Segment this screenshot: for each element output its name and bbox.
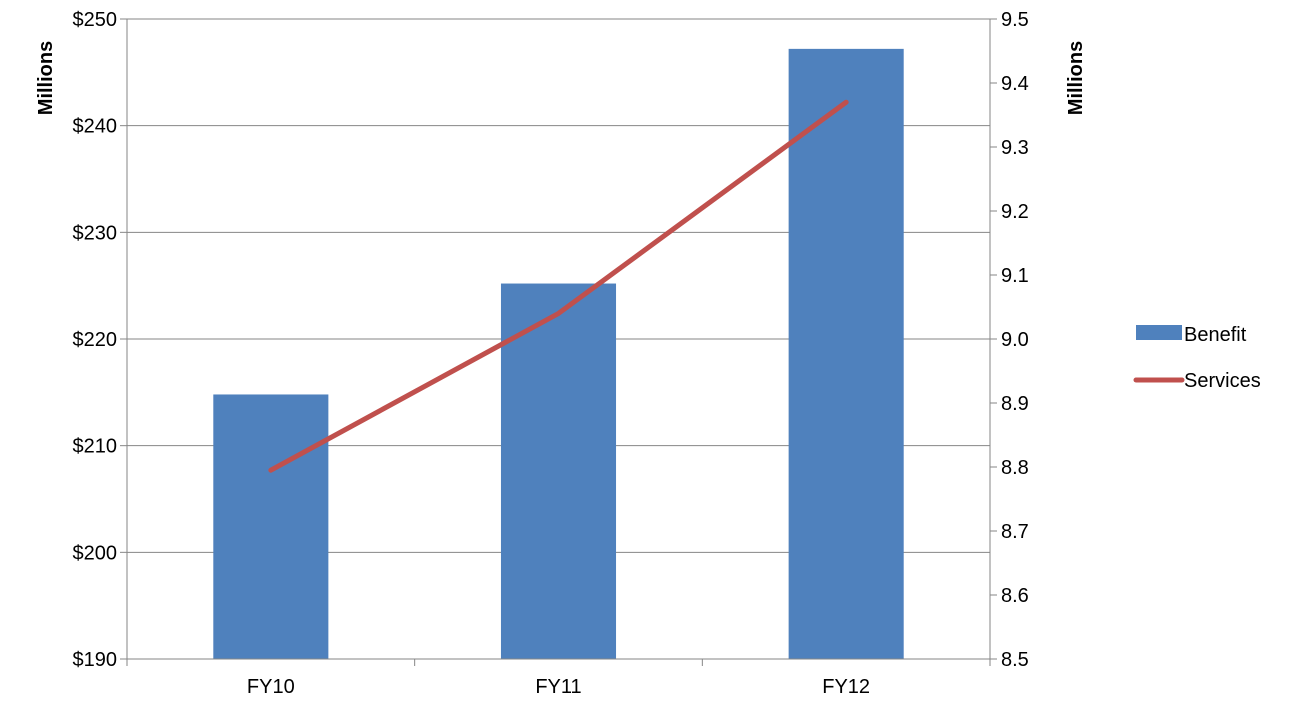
x-tick-label-fy10: FY10 xyxy=(247,676,295,698)
right-tick-label-1: 8.6 xyxy=(1001,585,1029,607)
right-tick-label-0: 8.5 xyxy=(1001,649,1029,671)
right-tick-label-9: 9.4 xyxy=(1001,73,1029,95)
left-tick-label-230: $230 xyxy=(73,222,118,244)
left-tick-label-190: $190 xyxy=(73,649,118,671)
left-tick-label-200: $200 xyxy=(73,542,118,564)
right-tick-label-4: 8.9 xyxy=(1001,393,1029,415)
left-axis-title: Millions xyxy=(35,41,57,115)
right-tick-label-7: 9.2 xyxy=(1001,201,1029,223)
legend-label-services: Services xyxy=(1184,370,1261,392)
right-tick-label-2: 8.7 xyxy=(1001,521,1029,543)
x-axis-ticks: FY10 FY11 FY12 xyxy=(126,659,991,698)
left-tick-label-250: $250 xyxy=(73,9,118,31)
bar-series-benefit xyxy=(213,48,904,660)
right-axis-ticks: 8.5 8.6 8.7 8.8 8.9 9.0 9.1 9.2 9.3 9.4 9.5 xyxy=(990,9,1029,671)
left-tick-label-240: $240 xyxy=(73,116,118,138)
line-series-services xyxy=(268,99,849,473)
left-tick-label-220: $220 xyxy=(73,329,118,351)
right-tick-label-5: 9.0 xyxy=(1001,329,1029,351)
right-tick-label-10: 9.5 xyxy=(1001,9,1029,31)
left-tick-label-210: $210 xyxy=(73,436,118,458)
bar-fy12 xyxy=(788,48,904,660)
right-tick-label-6: 9.1 xyxy=(1001,265,1029,287)
right-tick-label-8: 9.3 xyxy=(1001,137,1029,159)
legend: Benefit Services xyxy=(1133,324,1261,392)
right-axis-title: Millions xyxy=(1065,41,1087,115)
x-tick-label-fy11: FY11 xyxy=(535,676,581,698)
bar-fy11 xyxy=(500,283,617,659)
x-tick-label-fy12: FY12 xyxy=(822,676,870,698)
right-tick-label-3: 8.8 xyxy=(1001,457,1029,479)
bar-fy10 xyxy=(213,394,329,659)
legend-swatch-benefit xyxy=(1136,325,1182,340)
legend-label-benefit: Benefit xyxy=(1184,324,1247,346)
left-axis-ticks: $190 $200 $210 $220 $230 $240 $250 xyxy=(73,9,127,671)
